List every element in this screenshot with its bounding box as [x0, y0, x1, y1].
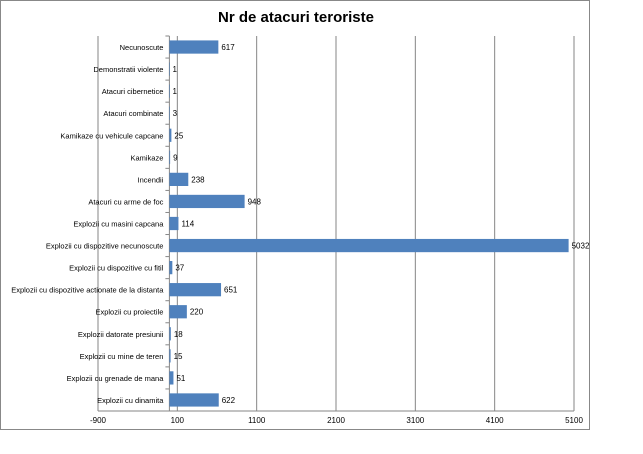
bar: [169, 349, 171, 363]
category-label: Kamikaze: [130, 153, 163, 162]
bar: [169, 40, 219, 54]
category-label: Explozii cu mine de teren: [80, 352, 164, 361]
bar: [169, 84, 170, 98]
x-tick-label: 4100: [486, 416, 504, 425]
data-label: 220: [190, 308, 204, 317]
category-label: Atacuri combinate: [103, 109, 163, 118]
category-label: Explozii cu dispozitive actionate de la …: [11, 286, 164, 295]
x-tick-label: 2100: [327, 416, 345, 425]
bar: [169, 194, 245, 209]
x-tick-label: -900: [90, 416, 107, 425]
data-label: 3: [173, 109, 178, 118]
category-label: Explozii cu dispozitive necunoscute: [46, 242, 164, 251]
data-label: 1: [172, 87, 177, 96]
x-tick-label: 3100: [406, 416, 424, 425]
bar: [169, 238, 569, 253]
data-label: 25: [174, 131, 183, 140]
data-label: 1: [172, 65, 177, 74]
bar: [169, 150, 171, 164]
category-label: Explozii cu proiectile: [95, 308, 163, 317]
category-label: Incendii: [138, 175, 164, 184]
bar: [169, 393, 219, 407]
data-label: 238: [191, 175, 205, 184]
category-label: Explozii cu grenade de mana: [67, 374, 165, 383]
data-label: 651: [224, 286, 238, 295]
x-tick-label: 5100: [565, 416, 583, 425]
chart-title: Nr de atacuri teroriste: [218, 9, 374, 26]
x-tick-label: 100: [171, 416, 185, 425]
data-label: 37: [175, 264, 184, 273]
x-tick-label: 1100: [248, 416, 266, 425]
data-label: 948: [248, 197, 262, 206]
category-label: Explozii cu dinamita: [97, 396, 164, 405]
data-label: 18: [174, 330, 183, 339]
category-label: Necunoscute: [120, 43, 164, 52]
category-label: Kamikaze cu vehicule capcane: [60, 131, 163, 140]
bar: [169, 128, 172, 142]
bar: [169, 216, 179, 231]
bar: [169, 283, 222, 297]
data-label: 617: [221, 43, 235, 52]
data-label: 622: [222, 396, 236, 405]
category-label: Explozii cu dispozitive cu fitil: [69, 264, 164, 273]
bar: [169, 261, 173, 275]
data-label: 9: [173, 153, 178, 162]
category-label: Demonstratii violente: [93, 65, 163, 74]
data-label: 51: [176, 374, 185, 383]
bar: [169, 305, 187, 319]
category-label: Atacuri cibernetice: [102, 87, 164, 96]
bar: [169, 62, 170, 76]
category-label: Explozii datorate presiunii: [78, 330, 164, 339]
data-label: 15: [174, 352, 183, 361]
category-label: Atacuri cu arme de foc: [88, 197, 163, 206]
bar: [169, 172, 189, 186]
category-label: Explozii cu masini capcana: [73, 220, 164, 229]
data-label: 114: [181, 220, 194, 229]
bar: [169, 106, 170, 120]
bar: [169, 371, 174, 385]
bar: [169, 327, 171, 341]
data-label: 5032: [572, 242, 590, 251]
